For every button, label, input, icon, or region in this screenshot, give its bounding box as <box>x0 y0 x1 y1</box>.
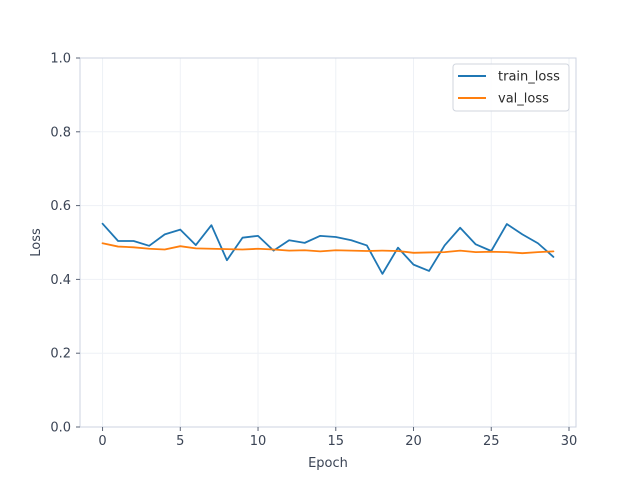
x-axis-label: Epoch <box>308 456 348 471</box>
y-tick-label: 1.0 <box>50 52 71 67</box>
y-tick-label: 0.4 <box>50 273 71 288</box>
legend-label-val-loss: val_loss <box>498 92 549 107</box>
y-axis-label: Loss <box>29 228 44 257</box>
x-tick-label: 10 <box>250 434 267 449</box>
y-tick-label: 0.6 <box>50 199 71 214</box>
axis-ticks: 0 5 10 15 20 25 30 0.0 0.2 0.4 0.6 0.8 1.0 <box>50 52 577 450</box>
y-tick-label: 0.2 <box>50 347 71 362</box>
x-tick-label: 25 <box>483 434 500 449</box>
x-tick-label: 15 <box>328 434 345 449</box>
x-tick-label: 20 <box>405 434 422 449</box>
series-line-train-loss <box>101 222 555 275</box>
x-tick-label: 5 <box>176 434 184 449</box>
series-line-val-loss <box>101 242 555 255</box>
plot-area-frame <box>79 57 577 428</box>
legend-label-train-loss: train_loss <box>498 70 560 85</box>
y-tick-label: 0.0 <box>50 421 71 436</box>
x-tick-label: 0 <box>98 434 106 449</box>
y-tick-label: 0.8 <box>50 125 71 140</box>
series-lines <box>101 222 555 275</box>
x-tick-label: 30 <box>561 434 578 449</box>
legend: train_loss val_loss <box>452 63 570 112</box>
